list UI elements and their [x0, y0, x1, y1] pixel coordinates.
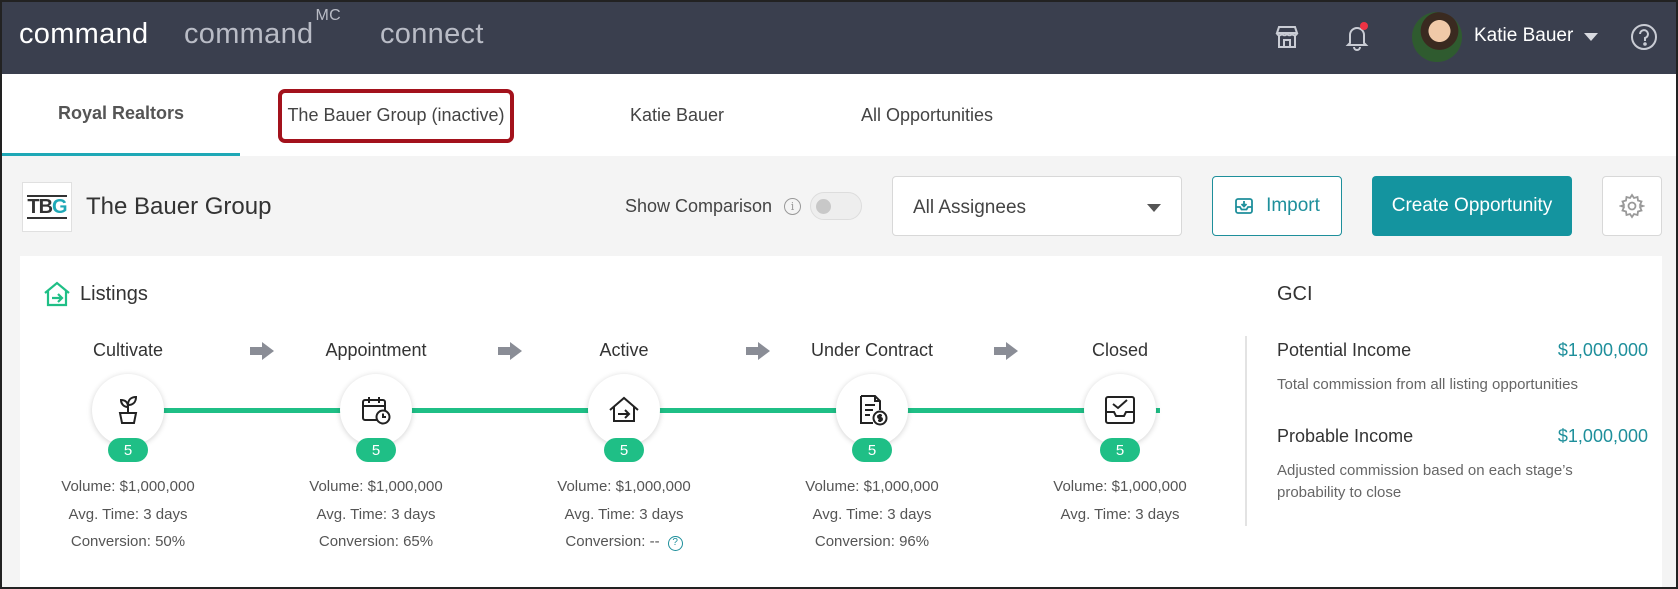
arrow-right-icon — [250, 342, 274, 360]
group-logo: TBG — [22, 182, 72, 232]
show-comparison-label: Show Comparison — [625, 196, 773, 216]
group-logo-text-a: TB — [27, 196, 53, 218]
stage-name: Active — [599, 340, 649, 360]
probable-income-value: $1,000,000 — [1557, 426, 1648, 446]
stage-avg-time: Avg. Time: 3 days — [1060, 506, 1180, 523]
arrow-right-icon — [498, 342, 522, 360]
stage-count-badge: 5 — [108, 438, 148, 462]
create-opportunity-button[interactable]: Create Opportunity — [1372, 176, 1572, 236]
assignee-select[interactable]: All Assignees — [892, 176, 1182, 236]
pipeline-connector — [160, 408, 1160, 413]
import-button[interactable]: Import — [1212, 176, 1342, 236]
probable-income-label: Probable Income — [1277, 426, 1414, 446]
stage-circle[interactable] — [836, 374, 908, 446]
chevron-down-icon[interactable] — [1584, 33, 1598, 41]
listings-house-icon — [44, 281, 70, 307]
avatar[interactable] — [1412, 12, 1462, 62]
question-icon[interactable]: ? — [667, 536, 683, 551]
stage-conversion: Conversion: -- — [565, 533, 660, 550]
listings-title: Listings — [80, 283, 148, 305]
toggle-knob — [816, 199, 831, 214]
potential-income-label: Potential Income — [1277, 340, 1412, 360]
show-comparison-toggle[interactable] — [810, 192, 862, 220]
tab-royal-realtors[interactable]: Royal Realtors — [2, 74, 240, 156]
tab-katie-bauer[interactable]: Katie Bauer — [629, 104, 725, 125]
plant-icon — [118, 395, 138, 424]
tab-the-bauer-group[interactable]: The Bauer Group (inactive) — [287, 104, 505, 125]
stage-volume: Volume: $1,000,000 — [805, 478, 939, 495]
gci-divider — [1245, 336, 1247, 526]
stage-volume: Volume: $1,000,000 — [557, 478, 691, 495]
brand-command[interactable]: command — [19, 18, 149, 50]
arrow-right-icon — [746, 342, 770, 360]
stage-volume: Volume: $1,000,000 — [61, 478, 195, 495]
stage-volume: Volume: $1,000,000 — [1053, 478, 1187, 495]
top-navigation-bar: command commandMC connect Katie Bauer — [2, 2, 1676, 74]
brand-command-mc-label: command — [184, 18, 314, 50]
assignee-select-value: All Assignees — [913, 197, 1027, 218]
stage-circle[interactable] — [588, 374, 660, 446]
info-icon[interactable]: i — [784, 198, 801, 215]
user-name[interactable]: Katie Bauer — [1474, 25, 1574, 46]
stage-conversion: Conversion: 65% — [318, 533, 434, 550]
stage-conversion: Conversion: 50% — [70, 533, 186, 550]
probable-income-description: Adjusted commission based on each stage’… — [1277, 462, 1573, 501]
brand-superscript: MC — [315, 7, 341, 25]
stage-circle[interactable] — [340, 374, 412, 446]
stage-count-badge: 5 — [604, 438, 644, 462]
inbox-check-icon — [1105, 396, 1135, 424]
stage-count-badge: 5 — [356, 438, 396, 462]
house-arrow-icon — [609, 396, 639, 422]
import-button-label: Import — [1266, 195, 1320, 216]
stage-avg-time: Avg. Time: 3 days — [564, 506, 684, 523]
group-name: The Bauer Group — [86, 193, 272, 220]
stage-circle[interactable] — [92, 374, 164, 446]
stage-avg-time: Avg. Time: 3 days — [316, 506, 436, 523]
brand-connect[interactable]: connect — [380, 18, 484, 50]
stage-count-badge: 5 — [852, 438, 892, 462]
stage-name: Appointment — [325, 340, 427, 360]
gear-icon — [1619, 193, 1645, 219]
contract-dollar-icon — [860, 395, 888, 426]
stage-name: Under Contract — [810, 340, 934, 360]
potential-income-value: $1,000,000 — [1557, 340, 1648, 360]
chevron-down-icon — [1147, 204, 1161, 212]
stage-circle[interactable] — [1084, 374, 1156, 446]
calendar-clock-icon — [362, 397, 391, 425]
group-logo-text-b: G — [52, 196, 68, 218]
listings-card: Listings Cultivate 5 Volume: $1,000,000 … — [20, 256, 1662, 587]
stage-volume: Volume: $1,000,000 — [309, 478, 443, 495]
help-icon[interactable] — [1627, 20, 1661, 54]
settings-button[interactable] — [1602, 176, 1662, 236]
stage-name: Closed — [1091, 340, 1149, 360]
brand-command-mc[interactable]: commandMC — [184, 7, 341, 51]
tab-bar: Royal Realtors The Bauer Group (inactive… — [2, 74, 1676, 156]
bell-icon[interactable] — [1340, 20, 1374, 54]
gci-title: GCI — [1277, 283, 1313, 305]
stage-conversion-row: Conversion: --? — [504, 533, 744, 551]
import-icon — [1235, 198, 1253, 214]
store-icon[interactable] — [1270, 20, 1304, 54]
stage-avg-time: Avg. Time: 3 days — [68, 506, 188, 523]
stage-avg-time: Avg. Time: 3 days — [812, 506, 932, 523]
stage-count-badge: 5 — [1100, 438, 1140, 462]
arrow-right-icon — [994, 342, 1018, 360]
group-logo-text: TBG — [27, 195, 68, 219]
notification-dot — [1360, 22, 1368, 30]
potential-income-description: Total commission from all listing opport… — [1277, 376, 1578, 393]
stage-name: Cultivate — [92, 340, 164, 360]
stage-conversion: Conversion: 96% — [814, 533, 930, 550]
tab-all-opportunities[interactable]: All Opportunities — [860, 104, 994, 125]
